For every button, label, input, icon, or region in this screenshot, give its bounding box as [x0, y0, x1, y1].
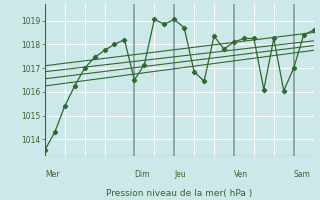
Text: Dim: Dim: [134, 170, 150, 179]
Text: Pression niveau de la mer( hPa ): Pression niveau de la mer( hPa ): [106, 189, 252, 198]
Text: Jeu: Jeu: [174, 170, 186, 179]
Text: Sam: Sam: [294, 170, 311, 179]
Text: Mer: Mer: [45, 170, 59, 179]
Text: Ven: Ven: [234, 170, 248, 179]
